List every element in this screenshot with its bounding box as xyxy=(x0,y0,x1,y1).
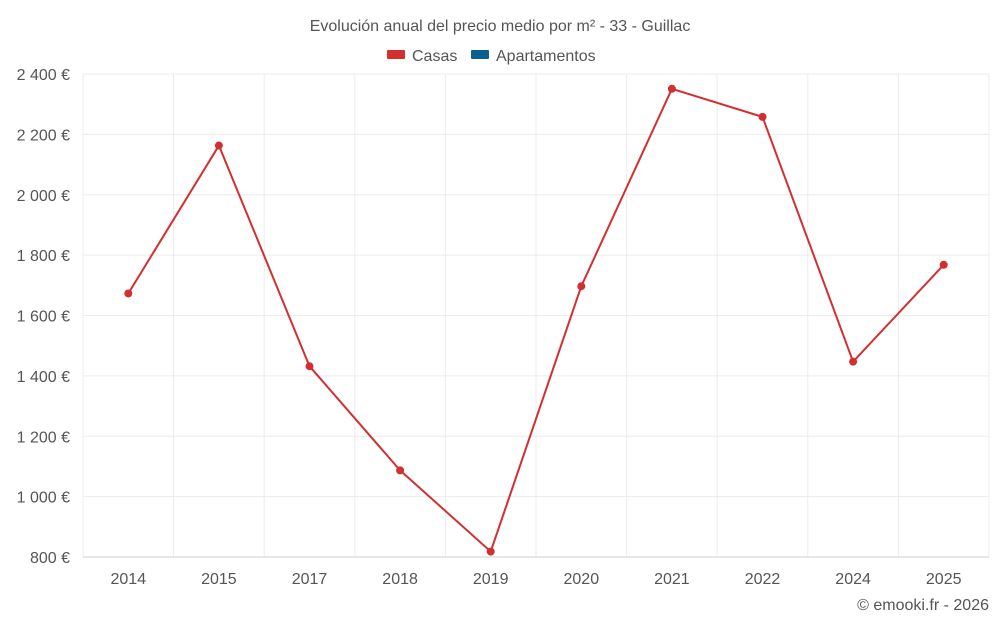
x-tick-label: 2022 xyxy=(745,571,781,588)
y-tick-label: 1 800 € xyxy=(17,248,70,265)
data-point[interactable] xyxy=(214,141,223,150)
y-tick-label: 1 200 € xyxy=(17,429,70,446)
y-tick-label: 1 000 € xyxy=(17,490,70,507)
legend-label-apartamentos[interactable]: Apartamentos xyxy=(496,48,596,65)
y-tick-label: 2 400 € xyxy=(17,67,70,84)
y-axis-tick-labels: 800 € 1 000 € 1 200 € 1 400 € 1 600 € 1 800 €… xyxy=(17,67,70,567)
x-tick-label: 2017 xyxy=(292,571,328,588)
series-layer xyxy=(124,84,948,556)
x-tick-label: 2021 xyxy=(654,571,690,588)
x-tick-label: 2014 xyxy=(111,571,147,588)
x-axis-tick-labels: 2014 2015 2017 2018 2019 2020 2021 2022 2024 2025 xyxy=(111,571,962,588)
y-tick-label: 2 200 € xyxy=(17,127,70,144)
y-tick-label: 1 400 € xyxy=(17,369,70,386)
x-gridlines xyxy=(82,74,990,557)
x-tick-label: 2019 xyxy=(473,571,509,588)
y-tick-label: 800 € xyxy=(30,550,70,567)
x-tick-label: 2015 xyxy=(201,571,237,588)
data-point[interactable] xyxy=(758,112,767,121)
credit-text: © emooki.fr - 2026 xyxy=(857,597,989,614)
data-point[interactable] xyxy=(667,84,676,93)
x-tick-label: 2018 xyxy=(382,571,418,588)
x-tick-label: 2020 xyxy=(564,571,600,588)
x-tick-label: 2024 xyxy=(835,571,871,588)
x-tick-label: 2025 xyxy=(926,571,962,588)
data-point[interactable] xyxy=(305,362,314,371)
data-point[interactable] xyxy=(577,282,586,291)
y-tick-label: 1 600 € xyxy=(17,309,70,326)
data-point[interactable] xyxy=(849,357,858,366)
data-point[interactable] xyxy=(396,466,405,475)
series-line-casas xyxy=(127,87,945,553)
legend-swatch-apartamentos xyxy=(471,50,489,59)
legend-label-casas[interactable]: Casas xyxy=(412,48,457,65)
legend-swatch-casas xyxy=(387,50,405,59)
y-tick-label: 2 000 € xyxy=(17,188,70,205)
chart-title: Evolución anual del precio medio por m² … xyxy=(310,18,691,35)
data-point[interactable] xyxy=(486,547,495,556)
data-point[interactable] xyxy=(939,260,948,269)
legend[interactable]: Casas Apartamentos xyxy=(387,48,596,65)
data-point[interactable] xyxy=(124,289,133,298)
